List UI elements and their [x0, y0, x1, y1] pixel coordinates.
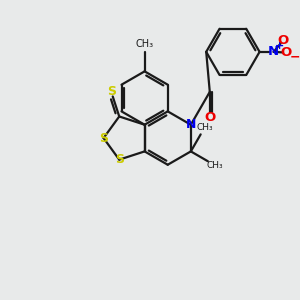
Text: +: + [275, 41, 284, 51]
Text: −: − [290, 51, 300, 64]
Text: CH₃: CH₃ [136, 39, 154, 49]
Text: O: O [278, 34, 289, 47]
Text: S: S [107, 85, 116, 98]
Text: S: S [99, 132, 108, 145]
Text: N: N [186, 118, 196, 131]
Text: O: O [204, 111, 215, 124]
Text: N: N [268, 45, 279, 58]
Text: CH₃: CH₃ [196, 123, 213, 132]
Text: CH₃: CH₃ [206, 161, 223, 170]
Text: S: S [115, 153, 124, 166]
Text: O: O [280, 46, 292, 59]
